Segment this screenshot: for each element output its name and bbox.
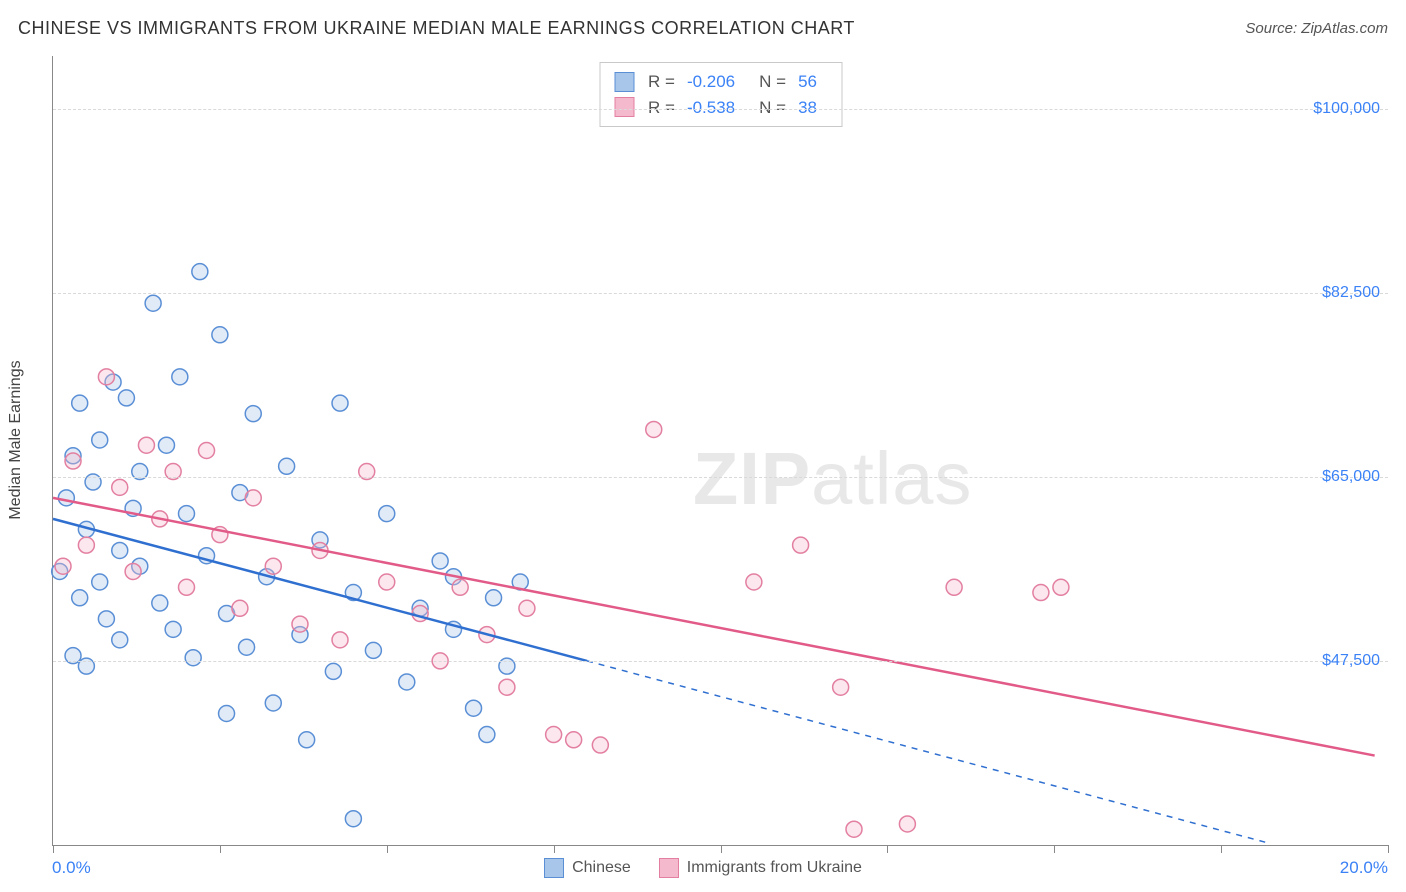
source-label: Source: — [1245, 20, 1301, 37]
scatter-point — [746, 574, 762, 590]
scatter-point — [479, 727, 495, 743]
grid-line — [53, 477, 1388, 478]
scatter-point — [1053, 579, 1069, 595]
scatter-point — [165, 621, 181, 637]
scatter-point — [793, 537, 809, 553]
scatter-point — [78, 537, 94, 553]
y-tick-label: $47,500 — [1322, 652, 1380, 670]
y-tick-label: $82,500 — [1322, 284, 1380, 302]
y-axis-title: Median Male Earnings — [7, 360, 25, 519]
x-tick — [1221, 845, 1222, 853]
scatter-point — [172, 369, 188, 385]
scatter-point — [946, 579, 962, 595]
source-attribution: Source: ZipAtlas.com — [1245, 20, 1388, 37]
source-name: ZipAtlas.com — [1301, 20, 1388, 37]
scatter-point — [118, 390, 134, 406]
scatter-point — [292, 616, 308, 632]
series-legend: Chinese Immigrants from Ukraine — [0, 858, 1406, 878]
scatter-point — [232, 600, 248, 616]
scatter-point — [499, 679, 515, 695]
scatter-point — [452, 579, 468, 595]
scatter-point — [345, 811, 361, 827]
scatter-point — [179, 506, 195, 522]
scatter-point — [592, 737, 608, 753]
scatter-point — [325, 663, 341, 679]
scatter-point — [245, 406, 261, 422]
grid-line — [53, 109, 1388, 110]
trend-line — [53, 498, 1375, 756]
legend-swatch-1 — [544, 858, 564, 878]
scatter-point — [239, 639, 255, 655]
scatter-point — [265, 695, 281, 711]
scatter-point — [299, 732, 315, 748]
scatter-point — [566, 732, 582, 748]
x-tick — [887, 845, 888, 853]
grid-line — [53, 661, 1388, 662]
trend-line-extrapolated — [587, 661, 1268, 843]
scatter-point — [98, 611, 114, 627]
scatter-point — [92, 432, 108, 448]
legend-label-2: Immigrants from Ukraine — [687, 859, 862, 877]
legend-item-2: Immigrants from Ukraine — [659, 858, 862, 878]
x-tick — [387, 845, 388, 853]
plot-area: ZIPatlas R = -0.206 N = 56 R = -0.538 N … — [52, 56, 1388, 846]
x-tick — [220, 845, 221, 853]
scatter-point — [399, 674, 415, 690]
scatter-point — [98, 369, 114, 385]
scatter-point — [65, 453, 81, 469]
scatter-point — [332, 395, 348, 411]
scatter-point — [279, 458, 295, 474]
scatter-point — [55, 558, 71, 574]
scatter-point — [219, 706, 235, 722]
scatter-point — [72, 395, 88, 411]
scatter-point — [332, 632, 348, 648]
scatter-point — [112, 632, 128, 648]
scatter-point — [1033, 585, 1049, 601]
scatter-point — [833, 679, 849, 695]
x-tick — [721, 845, 722, 853]
legend-swatch-2 — [659, 858, 679, 878]
scatter-point — [138, 437, 154, 453]
y-tick-label: $100,000 — [1313, 100, 1380, 118]
chart-title: CHINESE VS IMMIGRANTS FROM UKRAINE MEDIA… — [18, 18, 855, 39]
scatter-point — [846, 821, 862, 837]
scatter-point — [245, 490, 261, 506]
scatter-point — [519, 600, 535, 616]
scatter-point — [899, 816, 915, 832]
scatter-point — [192, 264, 208, 280]
scatter-point — [185, 650, 201, 666]
scatter-point — [466, 700, 482, 716]
legend-item-1: Chinese — [544, 858, 631, 878]
x-tick — [1054, 845, 1055, 853]
scatter-point — [72, 590, 88, 606]
scatter-point — [379, 506, 395, 522]
y-tick-label: $65,000 — [1322, 468, 1380, 486]
scatter-point — [112, 479, 128, 495]
scatter-point — [646, 421, 662, 437]
scatter-point — [432, 553, 448, 569]
chart-svg — [53, 56, 1388, 845]
scatter-point — [92, 574, 108, 590]
x-tick — [53, 845, 54, 853]
scatter-point — [265, 558, 281, 574]
x-tick — [554, 845, 555, 853]
scatter-point — [199, 443, 215, 459]
scatter-point — [152, 595, 168, 611]
scatter-point — [112, 542, 128, 558]
scatter-point — [58, 490, 74, 506]
scatter-point — [365, 642, 381, 658]
scatter-point — [212, 327, 228, 343]
x-tick — [1388, 845, 1389, 853]
scatter-point — [125, 563, 141, 579]
legend-label-1: Chinese — [572, 859, 631, 877]
scatter-point — [379, 574, 395, 590]
scatter-point — [486, 590, 502, 606]
grid-line — [53, 293, 1388, 294]
scatter-point — [179, 579, 195, 595]
scatter-point — [158, 437, 174, 453]
scatter-point — [145, 295, 161, 311]
scatter-point — [546, 727, 562, 743]
